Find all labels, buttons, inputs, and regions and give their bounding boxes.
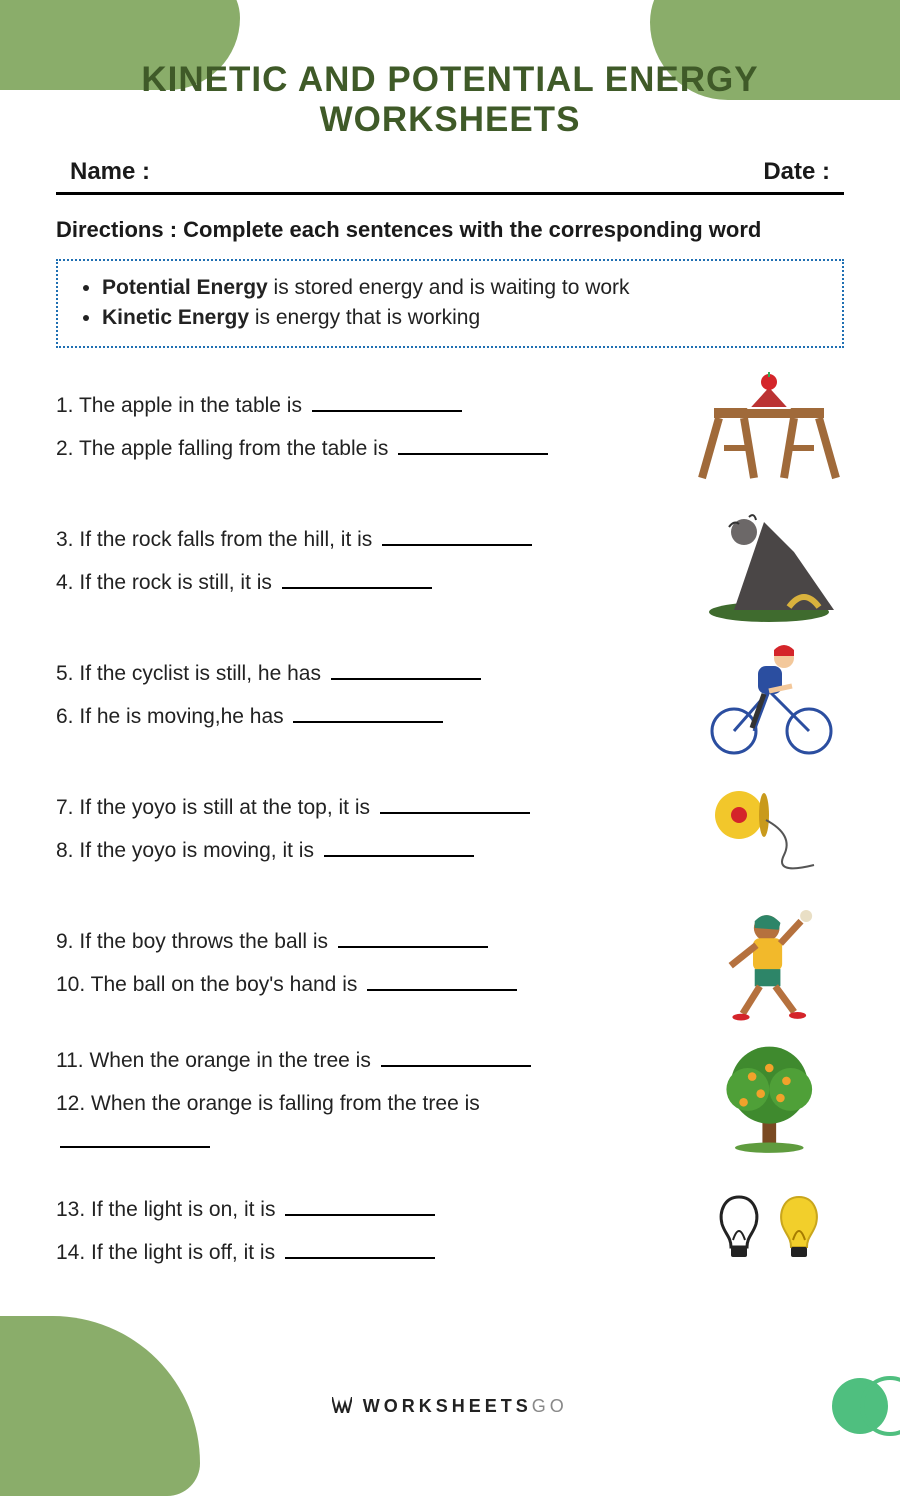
question-4: 4. If the rock is still, it is	[56, 569, 682, 597]
group-yoyo: 7. If the yoyo is still at the top, it i…	[56, 770, 844, 890]
definition-kinetic: Kinetic Energy is energy that is working	[102, 303, 820, 333]
boy-throwing-icon	[694, 904, 844, 1024]
brand-logo-icon	[332, 1397, 352, 1418]
question-9: 9. If the boy throws the ball is	[56, 928, 682, 956]
question-6: 6. If he is moving,he has	[56, 703, 682, 731]
footer-brand: WORKSHEETSGO	[0, 1396, 900, 1418]
group-cyclist: 5. If the cyclist is still, he has 6. If…	[56, 636, 844, 756]
question-groups: 1. The apple in the table is 2. The appl…	[56, 368, 844, 1292]
group-orange-tree: 11. When the orange in the tree is 12. W…	[56, 1038, 844, 1158]
question-2: 2. The apple falling from the table is	[56, 435, 682, 463]
blank-12[interactable]	[60, 1132, 210, 1148]
group-apple-table: 1. The apple in the table is 2. The appl…	[56, 368, 844, 488]
yoyo-icon	[694, 770, 844, 890]
question-5: 5. If the cyclist is still, he has	[56, 660, 682, 688]
definition-potential: Potential Energy is stored energy and is…	[102, 273, 820, 303]
blank-7[interactable]	[380, 798, 530, 814]
blank-5[interactable]	[331, 664, 481, 680]
group-lightbulbs: 13. If the light is on, it is 14. If the…	[56, 1172, 844, 1292]
blank-8[interactable]	[324, 841, 474, 857]
name-date-row: Name : Date :	[56, 158, 844, 195]
blank-1[interactable]	[312, 396, 462, 412]
question-11: 11. When the orange in the tree is	[56, 1047, 682, 1075]
orange-tree-icon	[694, 1038, 844, 1158]
question-3: 3. If the rock falls from the hill, it i…	[56, 526, 682, 554]
question-14: 14. If the light is off, it is	[56, 1239, 682, 1267]
blank-13[interactable]	[285, 1200, 435, 1216]
name-label: Name :	[70, 158, 150, 186]
blank-2[interactable]	[398, 439, 548, 455]
blank-9[interactable]	[338, 932, 488, 948]
question-1: 1. The apple in the table is	[56, 392, 682, 420]
rock-hill-icon	[694, 502, 844, 622]
blank-4[interactable]	[282, 573, 432, 589]
worksheet-page: KINETIC AND POTENTIAL ENERGY WORKSHEETS …	[0, 0, 900, 1332]
group-rock-hill: 3. If the rock falls from the hill, it i…	[56, 502, 844, 622]
definitions-box: Potential Energy is stored energy and is…	[56, 259, 844, 348]
blank-3[interactable]	[382, 530, 532, 546]
page-title: KINETIC AND POTENTIAL ENERGY WORKSHEETS	[56, 60, 844, 140]
date-label: Date :	[763, 158, 830, 186]
question-13: 13. If the light is on, it is	[56, 1196, 682, 1224]
brand-text: WORKSHEETSGO	[363, 1396, 568, 1416]
directions-text: Directions : Complete each sentences wit…	[56, 215, 844, 245]
question-7: 7. If the yoyo is still at the top, it i…	[56, 794, 682, 822]
blank-6[interactable]	[293, 707, 443, 723]
question-12: 12. When the orange is falling from the …	[56, 1090, 682, 1148]
blank-11[interactable]	[381, 1051, 531, 1067]
lightbulbs-icon	[694, 1172, 844, 1292]
question-8: 8. If the yoyo is moving, it is	[56, 837, 682, 865]
blank-14[interactable]	[285, 1243, 435, 1259]
table-apple-icon	[694, 368, 844, 488]
cyclist-icon	[694, 636, 844, 756]
question-10: 10. The ball on the boy's hand is	[56, 971, 682, 999]
group-boy-ball: 9. If the boy throws the ball is 10. The…	[56, 904, 844, 1024]
blank-10[interactable]	[367, 975, 517, 991]
